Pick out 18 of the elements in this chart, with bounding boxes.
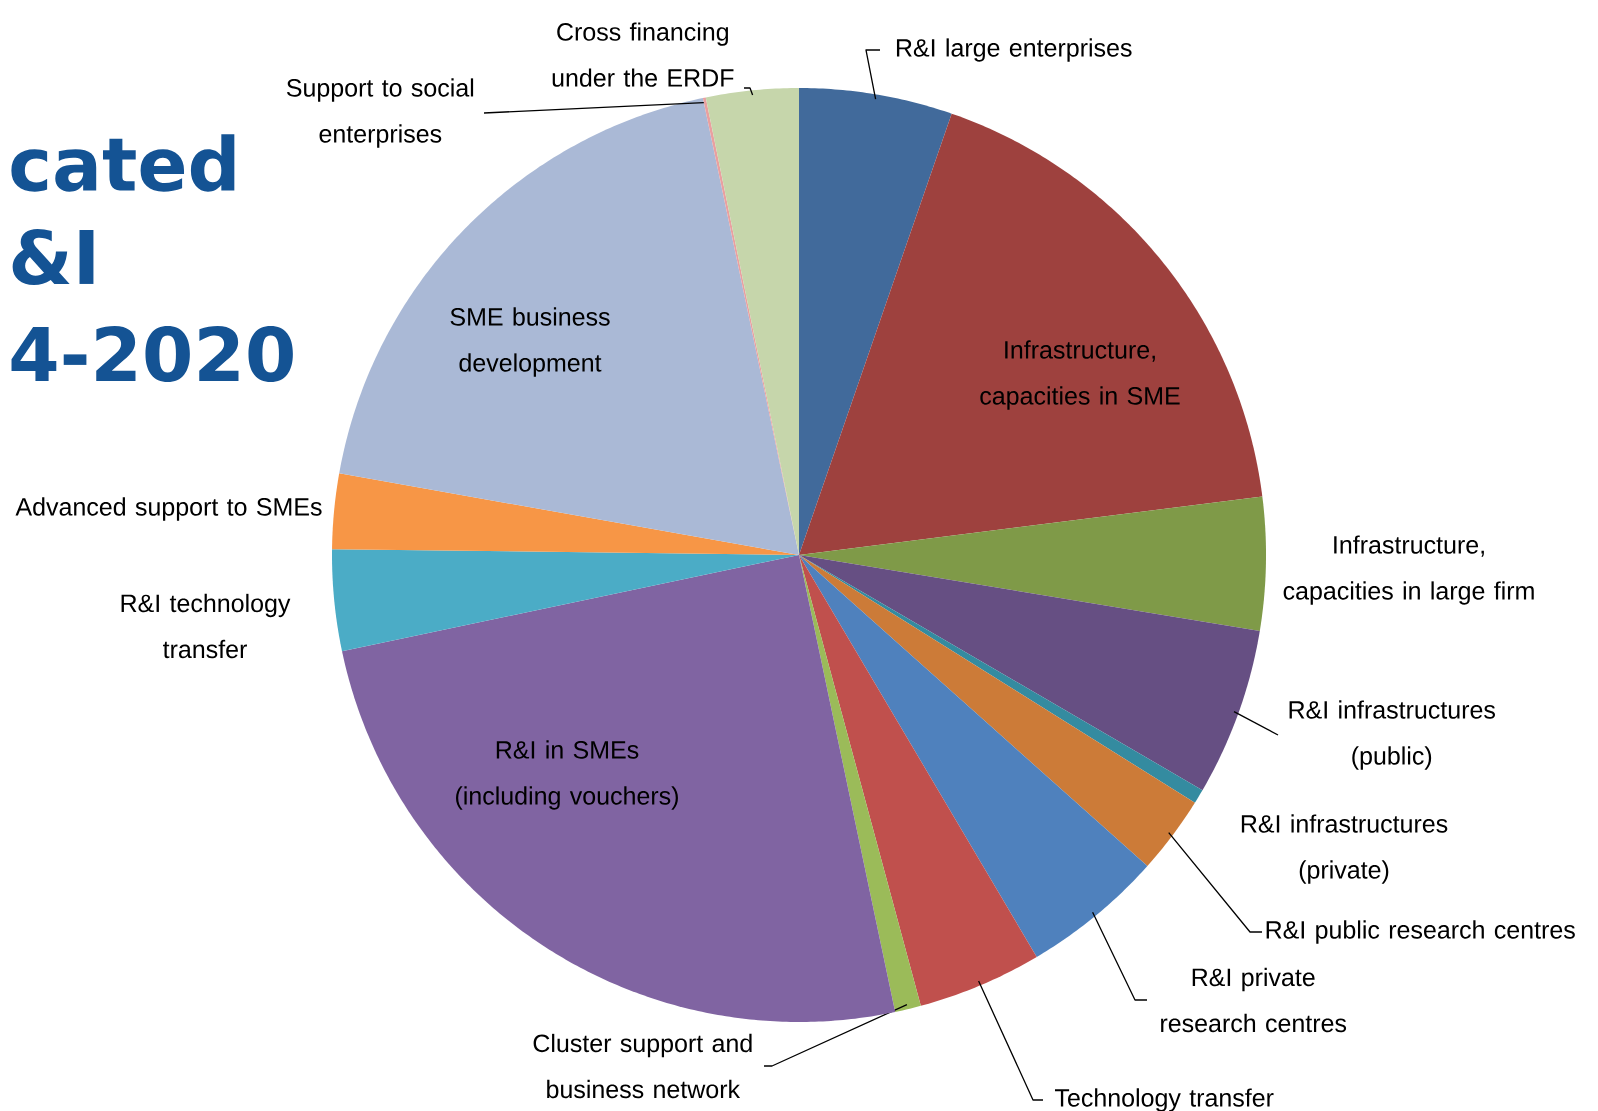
slice-label: Infrastructure, capacities in large firm — [1283, 535, 1534, 605]
slice-label: SME business development — [450, 307, 610, 377]
slice-label: Support to social enterprises — [286, 78, 474, 148]
slice-label: R&I technology transfer — [121, 593, 291, 659]
slice-label: Advanced support to SMEs — [15, 497, 322, 521]
slice-label: R&I private research centres — [1161, 967, 1347, 1033]
text: 4-2020 — [11, 326, 293, 382]
text: &I — [12, 229, 94, 285]
slice-label: R&I public research centres — [1266, 920, 1575, 944]
slice-label: Infrastructure, capacities in SME — [980, 340, 1180, 410]
text: cated — [11, 134, 235, 192]
slice-label: R&I large enterprises — [896, 38, 1132, 62]
slice-label: Cross financing under the ERDF — [552, 22, 734, 87]
slice-label: R&I in SMEs (including vouchers) — [456, 740, 678, 810]
slice-label: Cluster support and business network — [533, 1033, 752, 1099]
slice-label: R&I infrastructures (public) — [1289, 700, 1495, 770]
slice-label: R&I infrastructures (private) — [1241, 814, 1448, 884]
slice-label: Technology transfer — [1055, 1088, 1274, 1111]
